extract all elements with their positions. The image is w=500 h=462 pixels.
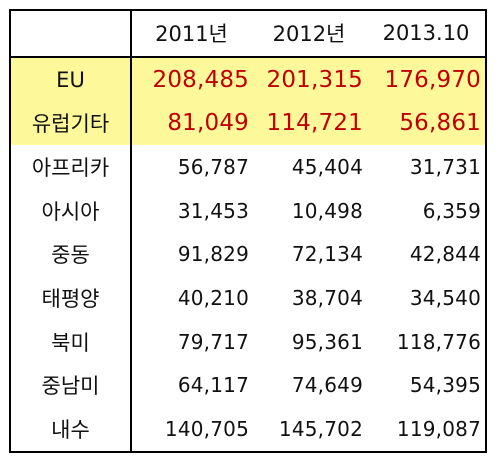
table-row: 아시아 31,453 10,498 6,359 bbox=[10, 188, 486, 233]
table-row: 유럽기타 81,049 114,721 56,861 bbox=[10, 101, 486, 146]
header-year-2012: 2012년 bbox=[251, 10, 367, 58]
value-cell-2013-10: 54,395 bbox=[409, 373, 481, 398]
value-cell-2013-10: 31,731 bbox=[409, 154, 481, 179]
value-cell-2013-10: 56,861 bbox=[367, 101, 486, 146]
value-cell-2011: 79,717 bbox=[177, 329, 249, 354]
value-cell-2013-10: 42,844 bbox=[409, 242, 481, 267]
value-cell-2012: 10,498 bbox=[291, 198, 363, 223]
value-cell-2012: 72,134 bbox=[291, 242, 363, 267]
region-cell: 태평양 bbox=[10, 276, 132, 320]
value-cell-2011: 140,705 bbox=[164, 417, 249, 442]
value-cell-2011: 81,049 bbox=[131, 101, 251, 146]
header-year-2013-10: 2013.10 bbox=[367, 10, 486, 58]
value-cell-2011: 40,210 bbox=[177, 286, 249, 311]
value-cell-2012: 38,704 bbox=[291, 286, 363, 311]
region-cell: 유럽기타 bbox=[10, 101, 132, 146]
value-cell-2012: 45,404 bbox=[291, 154, 363, 179]
value-cell-2011: 56,787 bbox=[177, 154, 249, 179]
header-corner-cell bbox=[10, 10, 132, 58]
region-cell: 중동 bbox=[10, 232, 132, 277]
table-row: 중남미 64,117 74,649 54,395 bbox=[10, 363, 486, 408]
header-year-2011: 2011년 bbox=[131, 10, 251, 58]
region-cell: 내수 bbox=[10, 407, 132, 452]
value-cell-2013-10: 119,087 bbox=[396, 417, 481, 442]
value-cell-2011: 64,117 bbox=[177, 373, 249, 398]
value-cell-2011: 31,453 bbox=[177, 198, 249, 223]
value-cell-2013-10: 176,970 bbox=[367, 56, 486, 102]
header-row: 2011년 2012년 2013.10 bbox=[10, 10, 486, 58]
value-cell-2013-10: 34,540 bbox=[409, 286, 481, 311]
value-cell-2013-10: 6,359 bbox=[422, 198, 481, 223]
export-by-region-table: 2011년 2012년 2013.10 EU 208,485 201,315 1… bbox=[9, 9, 487, 453]
table-row: 중동 91,829 72,134 42,844 bbox=[10, 232, 486, 277]
region-cell: EU bbox=[10, 56, 132, 102]
value-cell-2013-10: 118,776 bbox=[396, 329, 481, 354]
region-cell: 북미 bbox=[10, 319, 132, 364]
value-cell-2012: 201,315 bbox=[251, 56, 367, 102]
region-cell: 아프리카 bbox=[10, 145, 132, 189]
value-cell-2012: 145,702 bbox=[278, 417, 363, 442]
region-cell: 중남미 bbox=[10, 363, 132, 408]
table-row: 북미 79,717 95,361 118,776 bbox=[10, 319, 486, 364]
table-row: 내수 140,705 145,702 119,087 bbox=[10, 407, 486, 452]
table-row: 아프리카 56,787 45,404 31,731 bbox=[10, 145, 486, 189]
table-row: 태평양 40,210 38,704 34,540 bbox=[10, 276, 486, 320]
value-cell-2012: 74,649 bbox=[291, 373, 363, 398]
value-cell-2012: 114,721 bbox=[251, 101, 367, 146]
value-cell-2011: 91,829 bbox=[177, 242, 249, 267]
value-cell-2012: 95,361 bbox=[291, 329, 363, 354]
region-cell: 아시아 bbox=[10, 188, 132, 233]
value-cell-2011: 208,485 bbox=[131, 56, 251, 102]
table-row: EU 208,485 201,315 176,970 bbox=[10, 56, 486, 102]
